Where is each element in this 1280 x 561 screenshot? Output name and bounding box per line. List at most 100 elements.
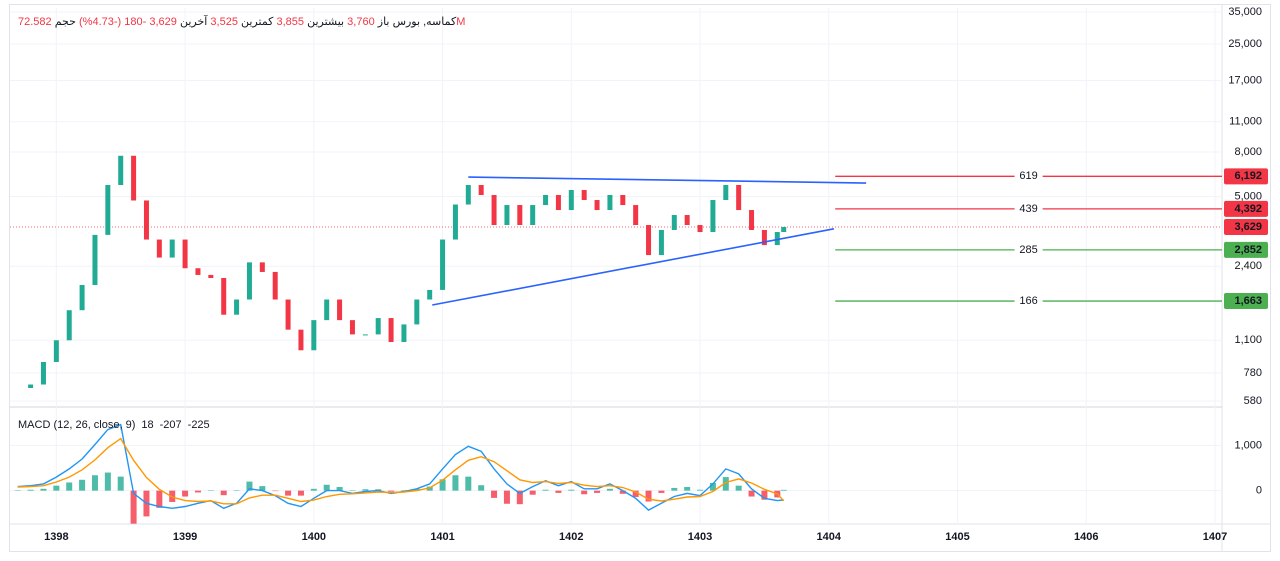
macd-histogram-bar [91,475,98,491]
candle [66,310,72,341]
macd-histogram-bar [79,479,86,491]
x-tick-label: 1405 [945,531,969,543]
macd-histogram-bar [594,490,601,493]
macd-histogram-bar [503,490,510,504]
signal-line [17,437,785,505]
level-tag-bg [1014,294,1043,309]
macd-histogram-bar [465,476,472,491]
candle [195,268,201,275]
level-price: 6,192 [1234,170,1262,182]
level-price: 4,392 [1234,203,1262,215]
field-label: کمترین [241,16,274,28]
candle [427,289,433,300]
macd-current: -225 [188,419,210,431]
macd-histogram-bar [555,490,562,493]
macd-histogram-bar [323,484,330,491]
candle [452,204,458,240]
y-tick-label: 25,000 [1228,38,1262,50]
frame [9,4,1271,552]
candle [633,205,639,226]
candle [337,299,343,321]
y-tick-label: 780 [1244,367,1262,379]
marks [10,155,1222,524]
field-value: 3,855 [276,16,304,28]
macd-histogram-bar [722,477,729,491]
candle [620,195,626,206]
field-value: 3,760 [347,16,375,28]
candle [517,205,523,226]
candle [324,299,330,321]
macd-histogram-bar [66,482,73,491]
macd-histogram-bar [606,488,613,491]
candle [298,329,304,351]
candle [362,334,368,336]
field-label: حجم [55,16,76,28]
candle [491,195,497,226]
candle [414,299,420,325]
macd-histogram-bar [259,486,266,491]
candle [169,239,175,258]
macd-histogram-bar [542,489,549,491]
macd-histogram-bar [529,490,536,495]
macd-histogram-bar [658,490,665,493]
field-label: آخرین [180,14,208,28]
y-tick-label: 1,000 [1234,439,1262,451]
candle [710,200,716,233]
macd-histogram-bar [194,490,201,493]
macd-histogram-bar [709,482,716,491]
macd-histogram-bar [413,488,420,491]
macd-histogram-bar [632,490,639,497]
candle [375,318,381,335]
macd-histogram-bar [220,490,227,496]
level-price-box [1224,168,1268,185]
macd-histogram-bar [246,481,253,491]
candle [504,205,510,226]
field-value: -180 (-4.73%) [79,16,147,28]
macd-histogram-bar [645,490,652,502]
candle [530,205,536,226]
x-tick-label: 1407 [1203,531,1227,543]
macd-histogram-bar [310,488,317,491]
macd-histogram-bar [297,490,304,496]
level-price: 2,852 [1234,244,1262,256]
macd-histogram-bar [362,489,369,491]
macd-current: -207 [160,419,182,431]
grid [10,8,1222,524]
y-tick-label: 35,000 [1228,6,1262,18]
candle [40,361,46,385]
macd-histogram-bar [735,485,742,491]
candle [246,262,252,300]
macd-histogram-bar [452,475,459,491]
macd-histogram-bar [53,485,60,491]
macd-histogram-bar [780,489,787,491]
x-tick-label: 1406 [1074,531,1098,543]
macd-histogram-bar [182,490,189,497]
trendline [432,228,835,306]
macd-histogram-bar [671,487,678,491]
y-tick-label: 5,000 [1234,191,1262,203]
macd-histogram-bar [130,490,137,524]
candle [259,262,265,272]
candle [182,239,188,269]
symbol: کماسه, بورس [393,16,457,28]
candle [311,320,317,351]
candle [736,185,742,211]
candle [684,215,690,226]
candle [285,299,291,330]
macd-histogram-bar [581,490,588,495]
macd-histogram-bar [388,490,395,492]
x-tick-label: 1400 [302,531,326,543]
candle [465,185,471,205]
y-tick-label: 17,000 [1228,74,1262,86]
macd-histogram-bar [619,490,626,494]
candle [79,284,85,311]
candle [781,227,787,233]
level-tag: 285 [1019,244,1037,256]
macd-histogram-bar [117,476,124,491]
level-tag-bg [1014,169,1043,184]
y-tick-label: 1,100 [1234,334,1262,346]
macd-histogram-bar [697,489,704,491]
level-tag-bg [1014,201,1043,216]
macd-histogram-bar [40,488,47,491]
